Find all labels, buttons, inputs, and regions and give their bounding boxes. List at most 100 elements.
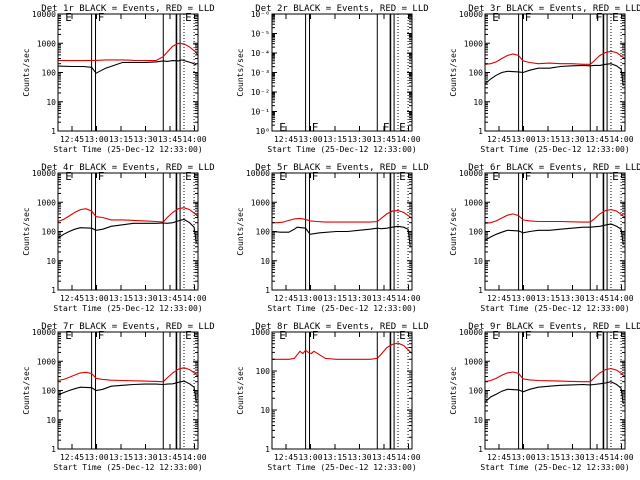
y-tick-label: 10 bbox=[46, 416, 56, 425]
annotation-letter: E bbox=[65, 170, 72, 183]
time-band-marker bbox=[176, 172, 181, 291]
x-tick-label: 13:15 bbox=[109, 453, 133, 462]
time-band-marker bbox=[376, 172, 391, 291]
y-tick-label: 1000 bbox=[251, 198, 270, 207]
x-tick-label: 12:45 bbox=[274, 135, 298, 144]
x-tick-label: 13:00 bbox=[298, 294, 322, 303]
y-tick-label: 100 bbox=[469, 69, 484, 78]
y-tick-label: 1 bbox=[478, 286, 483, 295]
x-tick-label: 13:30 bbox=[560, 135, 584, 144]
x-tick-label: 12:45 bbox=[60, 135, 84, 144]
detector-panel-2: Det 2r BLACK = Events, RED = LLD 10⁰ 10⁻¹ 1… bbox=[236, 4, 429, 154]
annotation-letter: F bbox=[98, 11, 105, 24]
y-tick-label: 10000 bbox=[246, 169, 270, 178]
annotation-letter: E bbox=[612, 329, 619, 342]
annotation-letter: F bbox=[596, 329, 603, 342]
time-band-marker bbox=[603, 331, 608, 450]
x-tick-label: 13:15 bbox=[536, 135, 560, 144]
annotation-letter: F bbox=[312, 170, 319, 183]
time-band-marker bbox=[305, 13, 311, 132]
y-axis-label: Counts/sec bbox=[22, 48, 31, 96]
series-line-lld bbox=[57, 367, 199, 383]
panel-title: Det 8r BLACK = Events, RED = LLD bbox=[255, 322, 428, 332]
x-tick-label: 14:00 bbox=[609, 453, 633, 462]
y-axis-label: Counts/sec bbox=[449, 207, 458, 255]
y-axis-label: Counts/sec bbox=[449, 48, 458, 96]
x-tick-label: 12:45 bbox=[487, 294, 511, 303]
x-tick-label: 13:00 bbox=[298, 453, 322, 462]
x-tick-label: 14:00 bbox=[396, 294, 420, 303]
series-line-lld bbox=[272, 210, 413, 224]
y-tick-label: 10⁰ bbox=[256, 127, 270, 136]
y-axis-label: Counts/sec bbox=[236, 207, 245, 255]
x-tick-label: 14:00 bbox=[182, 294, 206, 303]
x-tick-label: 13:45 bbox=[158, 294, 182, 303]
x-tick-label: 13:30 bbox=[347, 294, 371, 303]
x-tick-label: 12:45 bbox=[60, 453, 84, 462]
plot-frame bbox=[271, 331, 413, 450]
y-tick-label: 1000 bbox=[464, 39, 483, 48]
x-tick-label: 13:15 bbox=[109, 135, 133, 144]
detector-panel-6: Det 6r BLACK = Events, RED = LLD 1 10 100 10… bbox=[449, 163, 640, 313]
annotation-letter: E bbox=[65, 11, 72, 24]
time-band-marker bbox=[162, 13, 177, 132]
x-tick-label: 13:15 bbox=[536, 294, 560, 303]
series-line-lld bbox=[57, 207, 199, 223]
detector-panel-5: Det 5r BLACK = Events, RED = LLD 1 10 100 10… bbox=[236, 163, 429, 313]
time-band-marker bbox=[589, 331, 604, 450]
detector-panel-4: Det 4r BLACK = Events, RED = LLD 1 10 100 10… bbox=[22, 163, 215, 313]
x-tick-label: 13:30 bbox=[560, 294, 584, 303]
time-band-marker bbox=[603, 172, 608, 291]
annotation-letter: E bbox=[185, 170, 192, 183]
y-tick-label: 10 bbox=[46, 257, 56, 266]
x-tick-label: 13:00 bbox=[84, 135, 108, 144]
y-tick-label: 10⁻³ bbox=[251, 69, 270, 78]
y-tick-label: 1000 bbox=[464, 357, 483, 366]
annotation-letter: E bbox=[279, 170, 286, 183]
series-line-lld bbox=[57, 42, 199, 62]
x-tick-label: 13:30 bbox=[133, 453, 157, 462]
x-tick-label: 13:30 bbox=[560, 453, 584, 462]
annotation-letter: F bbox=[525, 11, 532, 24]
annotation-letter: F bbox=[312, 329, 319, 342]
x-tick-label: 12:45 bbox=[487, 453, 511, 462]
x-tick-label: 13:45 bbox=[372, 294, 396, 303]
x-tick-label: 13:30 bbox=[133, 135, 157, 144]
x-tick-label: 13:00 bbox=[84, 453, 108, 462]
x-axis-label: Start Time (25-Dec-12 12:33:00) bbox=[480, 145, 629, 154]
annotation-letter: E bbox=[399, 121, 406, 134]
annotation-letter: F bbox=[525, 329, 532, 342]
x-tick-label: 13:00 bbox=[511, 294, 535, 303]
y-tick-label: 1000 bbox=[37, 198, 56, 207]
x-tick-label: 13:15 bbox=[323, 453, 347, 462]
y-tick-label: 1000 bbox=[464, 198, 483, 207]
y-tick-label: 10000 bbox=[32, 169, 56, 178]
y-tick-label: 1 bbox=[265, 286, 270, 295]
y-tick-label: 1 bbox=[265, 445, 270, 454]
x-tick-label: 13:45 bbox=[158, 135, 182, 144]
x-tick-label: 12:45 bbox=[274, 294, 298, 303]
y-tick-label: 10 bbox=[473, 257, 483, 266]
x-axis-label: Start Time (25-Dec-12 12:33:00) bbox=[267, 463, 416, 472]
x-tick-label: 13:45 bbox=[158, 453, 182, 462]
series-line-lld bbox=[484, 50, 626, 65]
x-axis-label: Start Time (25-Dec-12 12:33:00) bbox=[53, 304, 202, 313]
time-band-marker bbox=[176, 331, 181, 450]
y-tick-label: 1000 bbox=[37, 39, 56, 48]
detector-panel-9: Det 9r BLACK = Events, RED = LLD 1 10 100 10… bbox=[449, 322, 640, 472]
time-band-marker bbox=[390, 13, 395, 132]
x-tick-label: 13:30 bbox=[133, 294, 157, 303]
series-line-events bbox=[484, 223, 624, 245]
series-line-lld bbox=[272, 342, 413, 360]
y-tick-label: 10000 bbox=[459, 10, 483, 19]
panel-title: Det 4r BLACK = Events, RED = LLD bbox=[41, 163, 214, 173]
annotation-letter: E bbox=[279, 121, 286, 134]
x-tick-label: 13:00 bbox=[511, 135, 535, 144]
y-tick-label: 10⁻⁴ bbox=[251, 49, 270, 58]
annotation-letter: E bbox=[185, 329, 192, 342]
y-tick-label: 10000 bbox=[32, 328, 56, 337]
y-tick-label: 100 bbox=[42, 228, 57, 237]
y-tick-label: 100 bbox=[42, 387, 57, 396]
panel-title: Det 9r BLACK = Events, RED = LLD bbox=[468, 322, 640, 332]
